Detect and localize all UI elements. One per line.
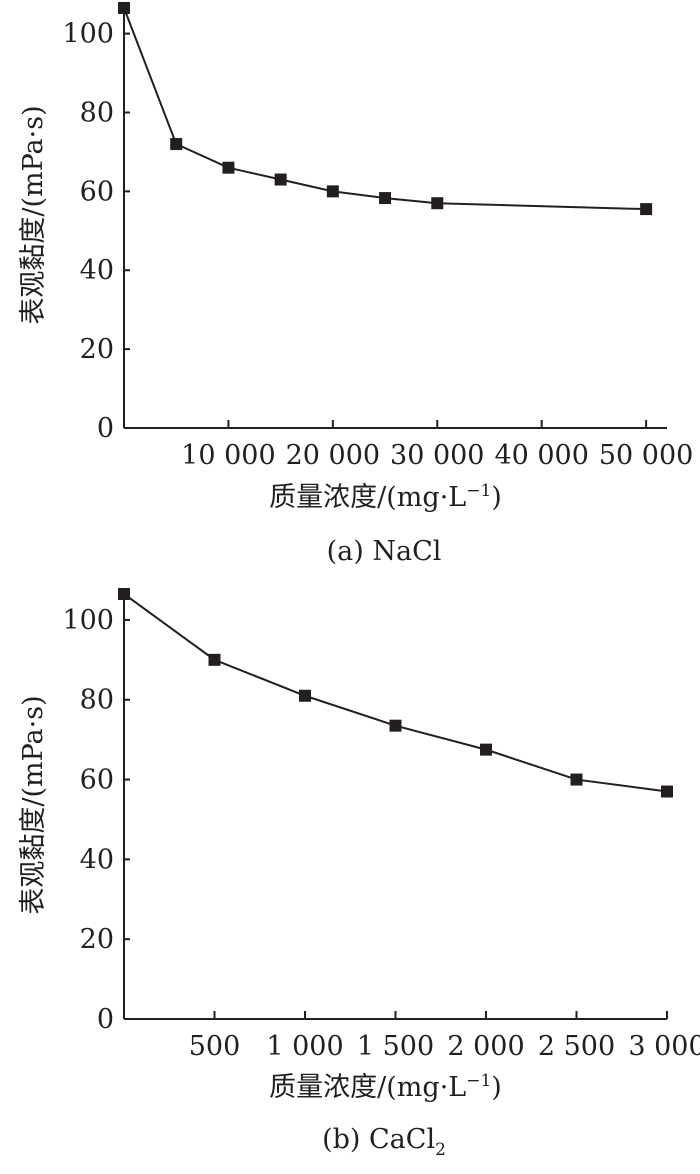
data-point (431, 197, 444, 210)
x-tick-label: 50 000 (599, 440, 693, 471)
y-tick-label: 100 (62, 19, 114, 50)
data-point (222, 161, 235, 174)
y-tick-label: 100 (62, 605, 114, 636)
y-tick-label: 20 (80, 924, 114, 955)
x-tick-label: 20 000 (286, 440, 380, 471)
x-tick-label: 10 000 (181, 440, 275, 471)
data-point (661, 785, 673, 798)
y-tick-label: 60 (80, 176, 114, 207)
y-tick-label: 60 (80, 765, 114, 796)
data-point (170, 138, 183, 151)
series-line (123, 593, 668, 793)
data-point (379, 192, 392, 205)
y-tick-label: 20 (80, 334, 114, 365)
x-tick-label: 40 000 (494, 440, 588, 471)
data-point (118, 1, 130, 14)
x-tick-label: 3 000 (628, 1031, 700, 1062)
y-tick-label: 80 (80, 685, 114, 716)
data-point (570, 773, 583, 786)
y-tick-label: 80 (80, 97, 114, 128)
x-tick-label: 1 500 (357, 1031, 434, 1062)
data-point (299, 689, 311, 702)
y-tick-label: 0 (97, 1004, 114, 1035)
y-axis-title: 表观黏度/(mPa·s) (18, 695, 49, 914)
data-point (208, 653, 221, 666)
x-tick-label: 30 000 (390, 440, 484, 471)
x-tick-label: 2 500 (538, 1031, 615, 1062)
data-point (389, 719, 402, 732)
data-point (326, 185, 339, 198)
x-tick-label: 2 000 (447, 1031, 524, 1062)
chart-b: 0 20 40 60 80 100 500 1 000 1 500 2 000 2 500 3 000… (18, 587, 700, 1160)
series-line (123, 7, 647, 211)
chart-a: 0 20 40 60 80 100 10 000 20 000 30 000 40 000 50 0… (18, 1, 693, 567)
chart-caption: (a) NaCl (327, 536, 442, 567)
x-tick-label: 500 (189, 1031, 241, 1062)
y-tick-label: 0 (97, 413, 114, 444)
y-axis-title: 表观黏度/(mPa·s) (18, 105, 49, 324)
x-axis-title: 质量浓度/(mg·L−1) (269, 1071, 502, 1103)
data-point (480, 743, 492, 756)
x-axis-title: 质量浓度/(mg·L−1) (269, 481, 502, 513)
y-tick-label: 40 (80, 255, 114, 286)
data-point (640, 203, 653, 216)
x-tick-label: 1 000 (266, 1031, 343, 1062)
chart-caption: (b) CaCl2 (322, 1124, 446, 1160)
data-point (274, 173, 287, 186)
y-tick-label: 40 (80, 844, 114, 875)
data-point (118, 587, 130, 600)
